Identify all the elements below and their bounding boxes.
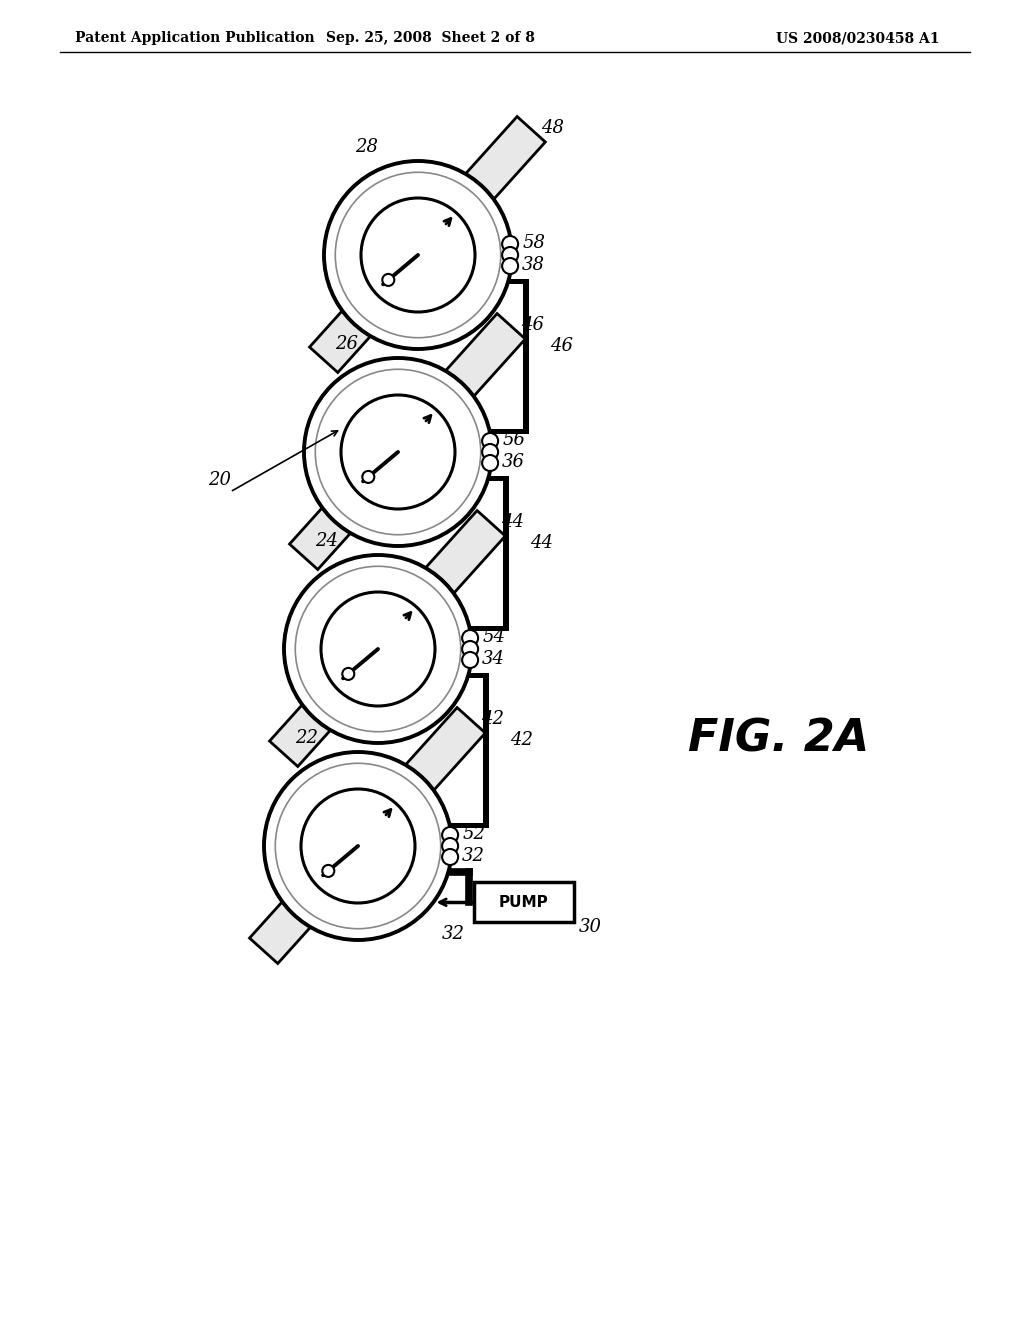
- Circle shape: [442, 838, 458, 854]
- Polygon shape: [478, 279, 528, 434]
- Text: 68: 68: [388, 253, 412, 272]
- Circle shape: [502, 236, 518, 252]
- Circle shape: [304, 358, 492, 546]
- Bar: [474, 882, 573, 923]
- Circle shape: [482, 433, 498, 449]
- Text: 42: 42: [510, 731, 532, 750]
- Text: 44: 44: [501, 513, 524, 531]
- Circle shape: [502, 247, 518, 263]
- Circle shape: [341, 395, 455, 510]
- Circle shape: [382, 275, 394, 286]
- Text: 30: 30: [579, 919, 602, 936]
- Text: 22: 22: [295, 729, 317, 747]
- Text: 58: 58: [522, 234, 545, 252]
- Polygon shape: [250, 708, 485, 964]
- Polygon shape: [458, 475, 509, 631]
- Polygon shape: [309, 116, 546, 372]
- Text: 32: 32: [442, 925, 465, 944]
- Text: 46: 46: [550, 338, 572, 355]
- Polygon shape: [269, 511, 505, 767]
- Circle shape: [342, 668, 354, 680]
- Circle shape: [264, 752, 452, 940]
- Text: 54: 54: [482, 628, 505, 645]
- Text: Patent Application Publication: Patent Application Publication: [75, 30, 314, 45]
- Text: 34: 34: [482, 649, 505, 668]
- Text: 44: 44: [529, 535, 553, 552]
- Circle shape: [442, 828, 458, 843]
- Text: 62: 62: [329, 845, 351, 863]
- Circle shape: [324, 161, 512, 348]
- Circle shape: [462, 652, 478, 668]
- Text: Sep. 25, 2008  Sheet 2 of 8: Sep. 25, 2008 Sheet 2 of 8: [326, 30, 535, 45]
- Circle shape: [301, 789, 415, 903]
- Text: 28: 28: [354, 137, 378, 156]
- Text: 64: 64: [348, 648, 372, 667]
- Text: PUMP: PUMP: [499, 895, 549, 909]
- Text: 38: 38: [522, 256, 545, 275]
- Circle shape: [321, 591, 435, 706]
- Circle shape: [284, 554, 472, 743]
- Text: 26: 26: [335, 335, 357, 352]
- Text: 46: 46: [521, 317, 544, 334]
- Text: 20: 20: [209, 471, 231, 488]
- Polygon shape: [438, 673, 488, 828]
- Circle shape: [442, 849, 458, 865]
- Text: US 2008/0230458 A1: US 2008/0230458 A1: [776, 30, 940, 45]
- Text: 56: 56: [502, 432, 525, 449]
- Circle shape: [482, 455, 498, 471]
- Text: FIG. 2A: FIG. 2A: [687, 718, 869, 760]
- Circle shape: [323, 865, 334, 876]
- Text: 24: 24: [314, 532, 338, 550]
- Text: 52: 52: [462, 825, 485, 843]
- Polygon shape: [290, 314, 525, 569]
- Circle shape: [482, 444, 498, 459]
- Text: 66: 66: [369, 451, 391, 469]
- Text: 32: 32: [462, 847, 485, 865]
- Circle shape: [502, 257, 518, 275]
- Circle shape: [361, 198, 475, 312]
- Text: 48: 48: [541, 119, 564, 137]
- Circle shape: [362, 471, 375, 483]
- Circle shape: [462, 630, 478, 645]
- Circle shape: [462, 642, 478, 657]
- Text: 36: 36: [502, 453, 525, 471]
- Text: 42: 42: [481, 710, 504, 729]
